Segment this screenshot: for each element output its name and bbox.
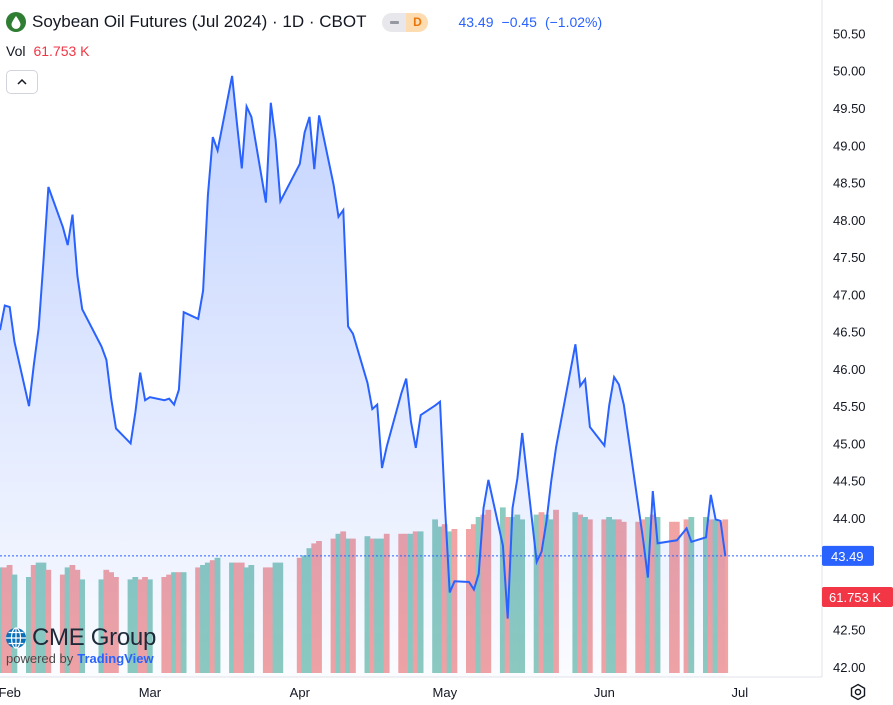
price-change: −0.45 [501, 14, 537, 30]
time-tick-label: Feb [0, 685, 21, 700]
chart-legend: Soybean Oil Futures (Jul 2024) · 1D · CB… [6, 10, 602, 34]
price-tick-label: 45.00 [833, 436, 866, 451]
price-tick-label: 44.50 [833, 474, 866, 489]
volume-tag [822, 587, 893, 607]
price-change-pct: (−1.02%) [544, 14, 603, 30]
time-tick-label: Apr [290, 685, 311, 700]
price-tick-label: 48.00 [833, 213, 866, 228]
price-tick-label: 48.50 [833, 176, 866, 191]
time-tick-label: Mar [139, 685, 162, 700]
cme-globe-icon [6, 627, 26, 649]
powered-by-label: powered by [6, 651, 74, 666]
price-tick-label: 49.00 [833, 138, 866, 153]
symbol-title[interactable]: Soybean Oil Futures (Jul 2024) · 1D · CB… [32, 12, 367, 31]
price-tick-label: 46.00 [833, 362, 866, 377]
volume-value: 61.753 K [33, 43, 90, 59]
price-axis-tags: 43.49 61.753 K [822, 545, 893, 607]
price-tick-label: 47.50 [833, 250, 866, 265]
volume-label: Vol [6, 43, 26, 59]
cme-logo[interactable]: CME Group powered by TradingView [4, 624, 156, 666]
price-tick-label: 46.50 [833, 325, 866, 340]
settings-gear-icon [850, 683, 866, 701]
price-tick-label: 50.00 [833, 64, 866, 79]
delayed-badge: D [406, 12, 429, 32]
tradingview-brand: TradingView [77, 651, 154, 666]
last-price-tag [822, 545, 874, 566]
status-pill[interactable]: D [382, 12, 429, 32]
price-tick-label: 42.50 [833, 623, 866, 638]
soybean-oil-icon [6, 12, 26, 32]
time-tick-label: Jun [594, 685, 615, 700]
time-tick-label: May [433, 685, 458, 700]
price-tick-label: 42.00 [833, 660, 866, 675]
last-price-tag-label: 43.49 [831, 549, 864, 564]
volume-legend: Vol 61.753 K [6, 43, 90, 59]
price-tick-label: 49.50 [833, 101, 866, 116]
minus-icon [382, 12, 407, 32]
price-tick-label: 50.50 [833, 27, 866, 42]
volume-tag-label: 61.753 K [829, 590, 881, 605]
price-tick-label: 47.00 [833, 287, 866, 302]
chevron-up-icon [17, 78, 27, 85]
time-tick-label: Jul [731, 685, 748, 700]
price-area [0, 75, 726, 677]
last-price: 43.49 [458, 14, 494, 30]
time-axis[interactable] [0, 677, 893, 705]
collapse-legend-button[interactable] [6, 70, 38, 94]
volume-bar [504, 517, 511, 673]
price-tick-label: 44.00 [833, 511, 866, 526]
powered-by-text: powered by TradingView [6, 651, 156, 666]
cme-brand-text: CME Group [32, 624, 157, 651]
price-readout: 43.49 −0.45 (−1.02%) [458, 14, 602, 30]
price-tick-label: 45.50 [833, 399, 866, 414]
price-line [0, 75, 727, 619]
chart-settings-button[interactable] [848, 682, 868, 702]
time-axis-ticks: Feb Mar Apr May Jun Jul [0, 685, 748, 700]
price-axis-ticks: 50.50 50.00 49.50 49.00 48.50 48.00 47.50 47.00… [833, 27, 866, 676]
